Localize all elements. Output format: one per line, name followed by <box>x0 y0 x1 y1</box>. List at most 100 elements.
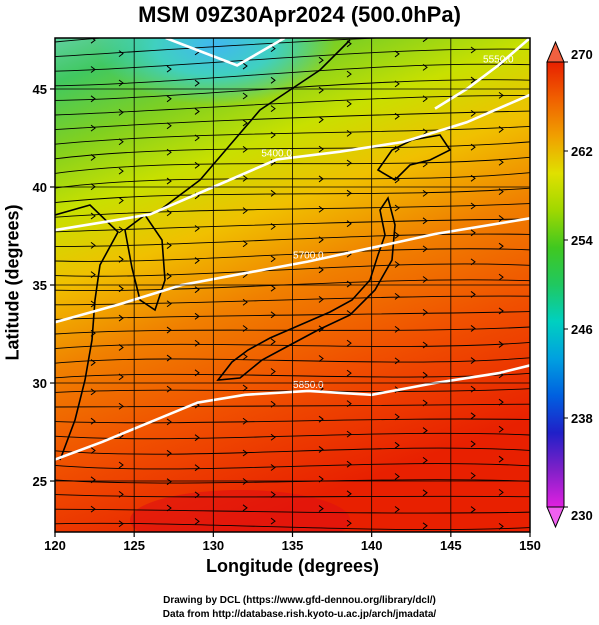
credit-drawing: Drawing by DCL (https://www.gfd-dennou.o… <box>163 595 436 606</box>
wind-arrow <box>346 430 352 438</box>
streamline <box>55 248 530 262</box>
wind-arrow <box>498 489 504 496</box>
wind-arrow <box>270 284 276 292</box>
streamline <box>55 218 530 233</box>
wind-arrow <box>166 449 172 457</box>
wind-arrow <box>242 449 248 457</box>
wind-arrow <box>242 174 248 182</box>
wind-arrow <box>319 27 323 33</box>
wind-arrow <box>90 388 96 396</box>
streamline <box>55 63 530 87</box>
wind-arrow <box>498 126 504 133</box>
wind-arrow <box>346 280 352 288</box>
wind-arrow <box>470 174 476 182</box>
x-tick-label: 130 <box>202 538 224 553</box>
x-tick-label: 125 <box>123 538 145 553</box>
wind-arrow <box>243 30 247 36</box>
wind-arrow <box>194 369 200 377</box>
wind-arrow <box>270 131 276 139</box>
wind-arrow <box>394 204 400 212</box>
wind-arrow <box>422 95 428 103</box>
y-ticks: 25 30 35 40 45 <box>33 82 55 489</box>
wind-arrow <box>166 122 172 130</box>
wind-arrow <box>270 433 276 441</box>
wind-arrow <box>422 63 428 71</box>
wind-arrow <box>470 506 476 513</box>
wind-arrow <box>90 66 96 73</box>
wind-arrow <box>118 402 124 410</box>
wind-arrow <box>394 357 400 365</box>
x-tick-label: 120 <box>44 538 66 553</box>
wind-arrow <box>498 91 504 99</box>
wind-arrow <box>470 143 476 151</box>
streamline <box>55 357 530 364</box>
wind-arrow <box>470 291 476 298</box>
wind-arrow <box>194 225 200 232</box>
colorbar-tick-label: 246 <box>571 322 593 337</box>
y-tick-label: 25 <box>33 474 47 489</box>
wind-arrow <box>194 79 200 87</box>
x-tick-label: 135 <box>282 538 304 553</box>
wind-arrow <box>90 447 96 454</box>
wind-arrow <box>422 399 428 407</box>
wind-arrow <box>470 258 476 266</box>
wind-arrow <box>318 446 324 453</box>
y-tick-label: 40 <box>33 180 47 195</box>
wind-arrow <box>422 217 428 225</box>
colorbar-body <box>546 61 565 508</box>
wind-arrow <box>498 215 504 222</box>
wind-arrow <box>470 440 476 448</box>
colorbar: 230 238 246 254 262 270 <box>546 40 593 529</box>
wind-arrow <box>166 326 172 334</box>
wind-arrow <box>270 255 276 263</box>
wind-arrow <box>90 505 96 513</box>
wind-arrow <box>394 231 400 239</box>
wind-arrow <box>422 371 428 379</box>
streamline <box>55 125 530 145</box>
wind-arrow <box>422 341 428 349</box>
wind-arrow <box>470 472 476 480</box>
wind-arrow <box>346 460 352 468</box>
wind-arrow <box>118 226 124 234</box>
wind-arrow <box>470 229 476 237</box>
wind-arrow <box>395 23 399 29</box>
x-tick-label: 145 <box>440 538 462 553</box>
wind-arrow <box>166 177 172 185</box>
wind-arrow <box>422 276 428 283</box>
wind-arrow <box>242 417 248 425</box>
wind-arrow <box>118 373 124 381</box>
wind-arrow <box>318 266 324 274</box>
wind-arrow <box>270 76 276 84</box>
streamline <box>55 295 530 306</box>
wind-arrow <box>394 292 400 300</box>
wind-arrow <box>118 138 124 146</box>
wind-arrow <box>498 273 504 281</box>
wind-arrow <box>118 50 124 57</box>
wind-arrow <box>318 505 324 512</box>
credit-data: Data from http://database.rish.kyoto-u.a… <box>162 609 437 620</box>
wind-arrow <box>242 62 248 70</box>
wind-arrow <box>498 425 504 433</box>
wind-arrow <box>194 257 200 264</box>
wind-arrow <box>118 255 124 263</box>
wind-arrow <box>318 56 324 64</box>
streamline <box>55 156 530 174</box>
wind-arrow <box>166 272 172 280</box>
wind-arrow <box>346 159 352 167</box>
wind-arrow <box>242 325 248 332</box>
wind-arrow <box>166 300 172 308</box>
japan-hokkaido-coast <box>376 134 452 182</box>
wind-arrow <box>166 354 172 362</box>
wind-arrow <box>194 517 200 525</box>
wind-arrow <box>90 241 96 249</box>
wind-arrow <box>470 46 476 54</box>
wind-arrow <box>242 119 248 127</box>
wind-arrow <box>166 504 172 512</box>
colorbar-max-arrow <box>546 40 565 63</box>
wind-arrow <box>394 413 400 421</box>
wind-arrow <box>118 79 124 87</box>
wind-arrow <box>346 490 352 498</box>
wind-arrow <box>318 325 324 333</box>
wind-arrow <box>90 417 96 425</box>
wind-arrow <box>394 473 400 480</box>
